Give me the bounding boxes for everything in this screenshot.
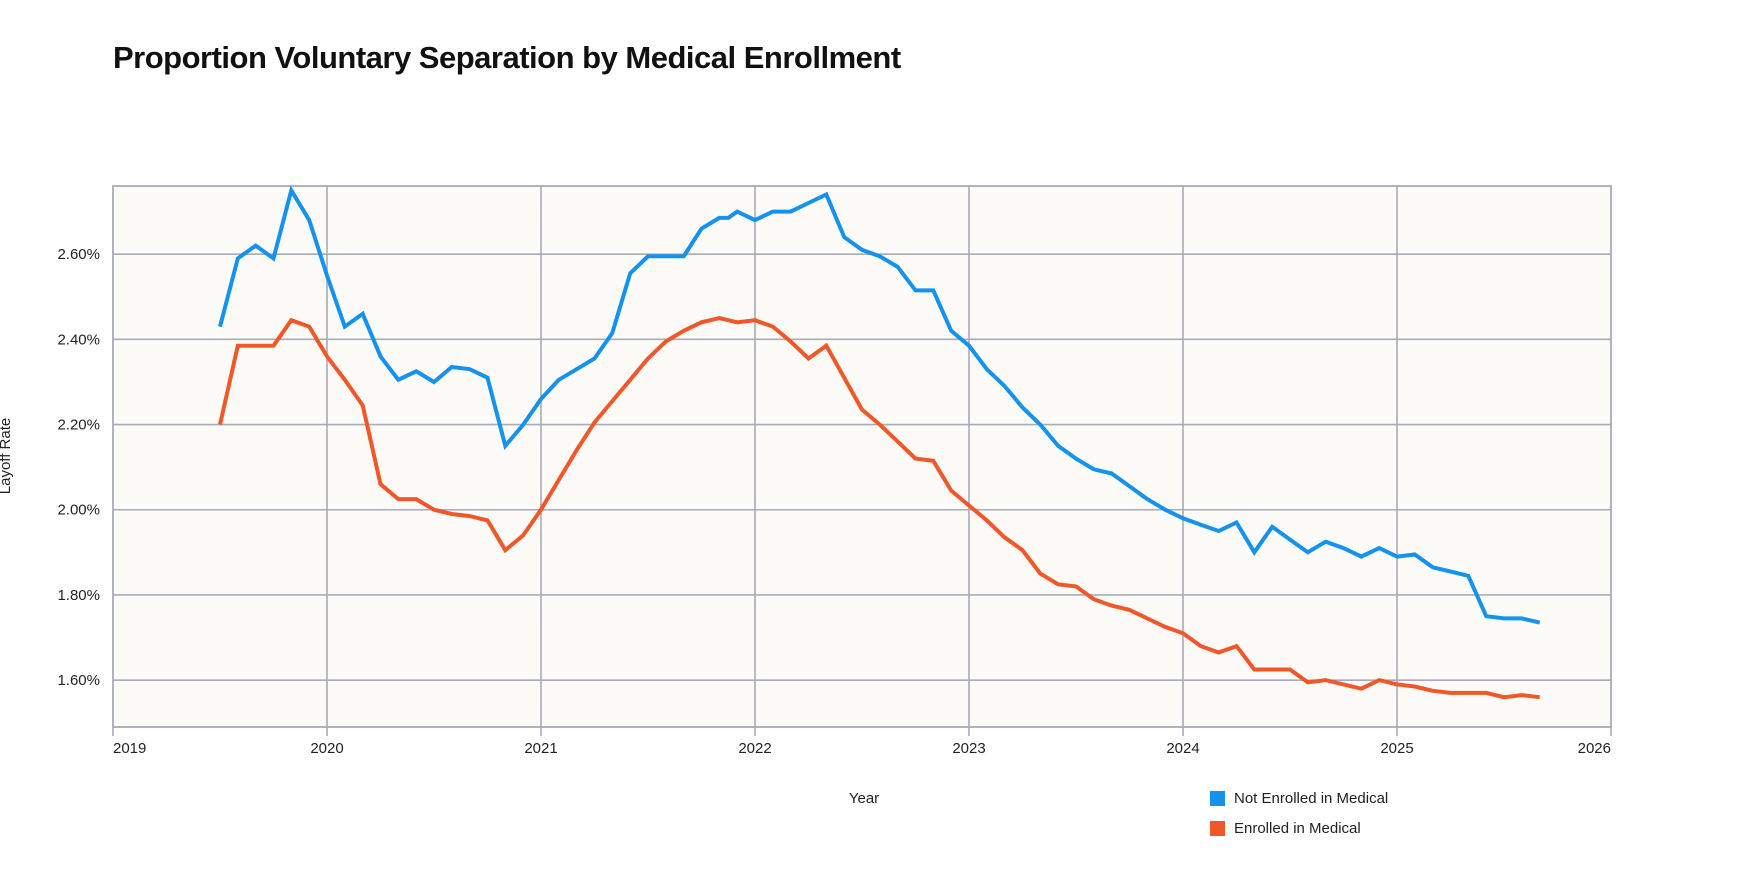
series-layer [218,185,1541,700]
x-axis-ticks: 2019 2020 2021 2022 2023 2024 2025 2026 [113,740,1611,757]
series-line-enrolled [218,316,1540,700]
legend: Not Enrolled in Medical Enrolled in Medi… [1210,788,1388,848]
plot-border [112,185,1612,728]
x-tick-label: 2024 [1166,740,1199,757]
legend-label-enrolled: Enrolled in Medical [1234,819,1361,837]
y-tick-label: 1.80% [57,587,100,604]
y-tick-label: 2.20% [57,417,100,434]
x-tick-label: 2022 [738,740,771,757]
legend-label-not-enrolled: Not Enrolled in Medical [1234,789,1389,807]
series-line-not-enrolled [218,185,1541,625]
legend-item-not-enrolled[interactable]: Not Enrolled in Medical [1210,788,1388,808]
y-tick-label: 2.40% [57,331,100,348]
x-tick-label: 2020 [310,740,343,757]
x-tick-label: 2026 [1578,740,1611,757]
chart-title: Proportion Voluntary Separation by Medic… [113,40,901,75]
y-tick-label: 2.60% [57,246,100,263]
x-tick-label: 2021 [524,740,557,757]
plot-area [113,186,1611,727]
x-axis-title: Year [849,790,879,807]
x-tick-label: 2025 [1380,740,1413,757]
x-tick-label: 2019 [113,740,146,757]
legend-swatch-not-enrolled [1210,790,1225,806]
y-tick-label: 1.60% [57,672,100,689]
legend-swatch-enrolled [1210,820,1225,836]
x-tick-label: 2023 [952,740,985,757]
y-axis-ticks: 1.60% 1.80% 2.00% 2.20% 2.40% 2.60% [57,246,100,689]
y-tick-label: 2.00% [57,502,100,519]
y-axis-title: Layoff Rate [0,418,14,494]
legend-item-enrolled[interactable]: Enrolled in Medical [1210,818,1388,838]
